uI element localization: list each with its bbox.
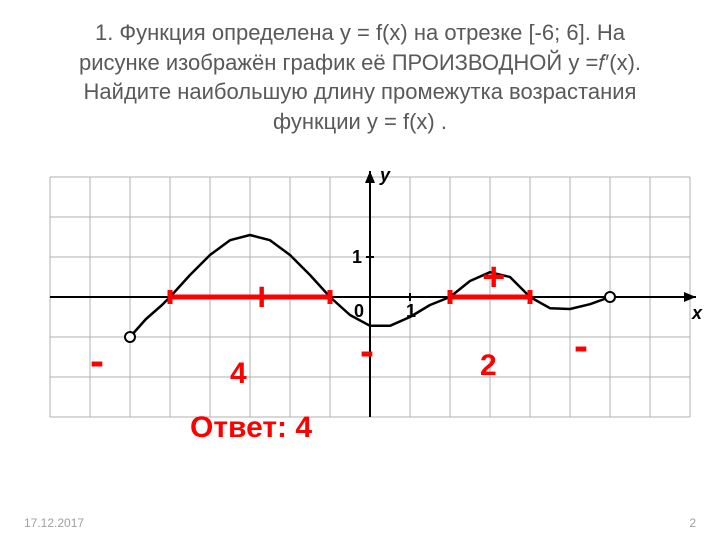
ann-length-4: 4 [230, 357, 247, 391]
ann-plus-2: + [482, 255, 505, 300]
footer-date: 17.12.2017 [24, 516, 84, 530]
slide: 1. Функция определена y = f(x) на отрезк… [0, 0, 720, 540]
problem-title: 1. Функция определена y = f(x) на отрезк… [30, 18, 690, 137]
chart-container: 110xy + + - - - 4 2 Ответ: 4 [30, 147, 710, 467]
svg-text:1: 1 [352, 247, 362, 267]
title-line-1: 1. Функция определена y = f(x) на отрезк… [95, 20, 625, 45]
ann-minus-3: - [574, 322, 588, 370]
ann-length-2: 2 [480, 349, 497, 383]
ann-minus-1: - [90, 337, 104, 385]
ann-minus-2: - [360, 327, 374, 375]
chart-svg: 110xy [30, 147, 710, 467]
title-line-3: Найдите наибольшую длину промежутка возр… [84, 79, 637, 104]
title-line-4: функции y = f(x) . [273, 109, 447, 134]
footer-page: 2 [689, 516, 696, 530]
ann-plus-1: + [250, 275, 273, 320]
svg-text:y: y [379, 165, 391, 185]
svg-text:x: x [691, 303, 703, 323]
answer-label: Ответ: 4 [190, 411, 312, 445]
title-line-2: рисунке изображён график её ПРОИЗВОДНОЙ … [79, 50, 641, 75]
